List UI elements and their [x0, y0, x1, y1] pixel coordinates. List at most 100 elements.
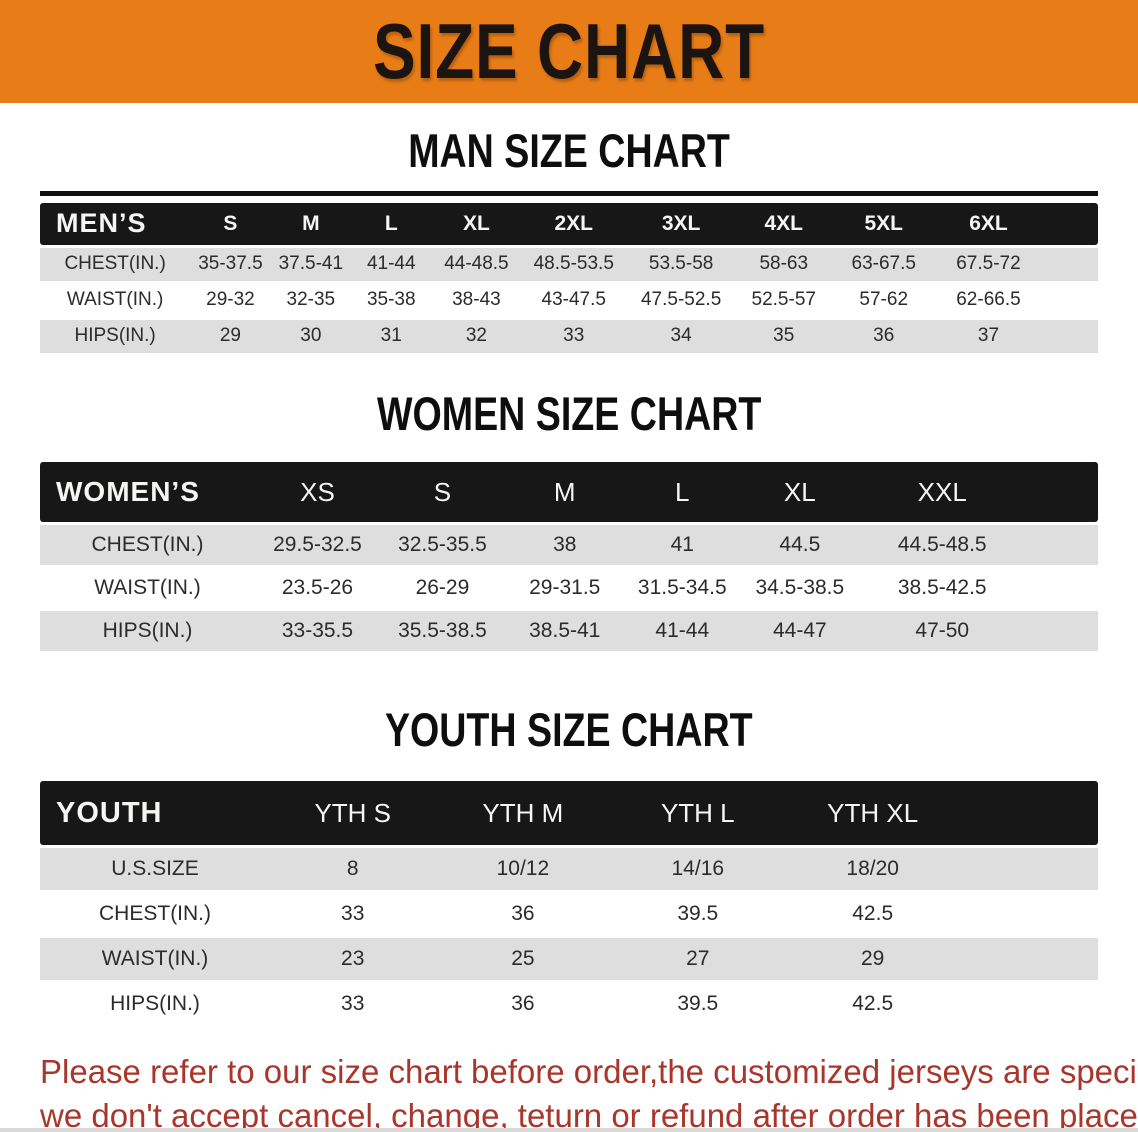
column-header: 2XL — [521, 202, 627, 245]
youth-size-table: YOUTH YTH S YTH M YTH L YTH XL U.S.SIZE 8 10/12… — [40, 778, 1098, 1028]
measurement-cell: 14/16 — [610, 848, 786, 891]
measurement-cell: 35-37.5 — [190, 247, 271, 281]
measurement-cell: 39.5 — [610, 893, 786, 936]
measurement-cell: 37 — [936, 319, 1041, 353]
column-header: S — [379, 462, 505, 523]
column-header: 4XL — [736, 202, 832, 245]
measurement-cell: 47-50 — [859, 611, 1025, 652]
table-row: HIPS(IN.) 29 30 31 32 33 34 35 36 37 — [40, 319, 1098, 353]
women-table: WOMEN’S XS S M L XL XXL CHEST(IN.) 29.5-32.5 32.5… — [40, 459, 1098, 654]
column-header: 3XL — [626, 202, 737, 245]
men-table-top-rule — [40, 190, 1098, 196]
table-row: WAIST(IN.) 23.5-26 26-29 29-31.5 31.5-34.5 34… — [40, 568, 1098, 609]
women-size-table: WOMEN’S XS S M L XL XXL CHEST(IN.) 29.5-32.5 32.5… — [40, 459, 1098, 654]
row-label: WAIST(IN.) — [40, 568, 255, 609]
women-size-table-wrap: WOMEN’S XS S M L XL XXL CHEST(IN.) 29.5-32.5 32.5… — [40, 459, 1098, 654]
row-label: HIPS(IN.) — [40, 611, 255, 652]
row-label: CHEST(IN.) — [40, 893, 271, 936]
header-filler-cell — [1040, 202, 1098, 245]
column-header: XL — [740, 462, 860, 523]
column-header: XL — [431, 202, 522, 245]
row-label: WAIST(IN.) — [40, 938, 271, 981]
row-label: HIPS(IN.) — [40, 319, 191, 353]
row-filler-cell — [1040, 319, 1098, 353]
measurement-cell: 30 — [270, 319, 352, 353]
measurement-cell: 43-47.5 — [521, 283, 627, 317]
measurement-cell: 26-29 — [379, 568, 505, 609]
row-label: CHEST(IN.) — [40, 247, 191, 281]
measurement-cell: 38.5-42.5 — [859, 568, 1025, 609]
measurement-cell: 29.5-32.5 — [254, 525, 380, 566]
disclaimer-line-1: Please refer to our size chart before or… — [40, 1053, 1138, 1091]
column-header: YTH L — [610, 781, 786, 846]
measurement-cell: 42.5 — [785, 983, 961, 1026]
header-row: WOMEN’S XS S M L XL XXL — [40, 462, 1098, 523]
section-men: MAN SIZE CHART MEN’S S M L XL 2XL 3XL 4XL 5XL 6XL… — [0, 125, 1138, 356]
measurement-cell: 23.5-26 — [254, 568, 380, 609]
measurement-cell: 38-43 — [431, 283, 522, 317]
measurement-cell: 33-35.5 — [254, 611, 380, 652]
measurement-cell: 35-38 — [351, 283, 432, 317]
measurement-cell: 31 — [351, 319, 432, 353]
measurement-cell: 25 — [435, 938, 611, 981]
row-filler-cell — [960, 938, 1098, 981]
row-label: U.S.SIZE — [40, 848, 271, 891]
measurement-cell: 34.5-38.5 — [740, 568, 860, 609]
column-header: M — [504, 462, 625, 523]
row-label: HIPS(IN.) — [40, 983, 271, 1026]
measurement-cell: 44-48.5 — [431, 247, 522, 281]
measurement-cell: 31.5-34.5 — [624, 568, 740, 609]
column-header: S — [190, 202, 271, 245]
header-row: MEN’S S M L XL 2XL 3XL 4XL 5XL 6XL — [40, 202, 1098, 245]
measurement-cell: 38.5-41 — [504, 611, 625, 652]
column-header: L — [624, 462, 740, 523]
row-filler-cell — [960, 893, 1098, 936]
measurement-cell: 44.5 — [740, 525, 860, 566]
measurement-cell: 32-35 — [270, 283, 352, 317]
image-bottom-edge — [0, 1128, 1138, 1132]
table-title-cell: WOMEN’S — [40, 462, 255, 523]
table-row: WAIST(IN.) 29-32 32-35 35-38 38-43 43-47.5 47.… — [40, 283, 1098, 317]
measurement-cell: 41-44 — [351, 247, 432, 281]
measurement-cell: 52.5-57 — [736, 283, 832, 317]
measurement-cell: 38 — [504, 525, 625, 566]
men-section-heading-text: MAN SIZE CHART — [408, 124, 730, 177]
measurement-cell: 36 — [831, 319, 937, 353]
measurement-cell: 53.5-58 — [626, 247, 737, 281]
table-row: CHEST(IN.) 35-37.5 37.5-41 41-44 44-48.5 48.5… — [40, 247, 1098, 281]
measurement-cell: 39.5 — [610, 983, 786, 1026]
measurement-cell: 58-63 — [736, 247, 832, 281]
table-row: HIPS(IN.) 33 36 39.5 42.5 — [40, 983, 1098, 1026]
measurement-cell: 48.5-53.5 — [521, 247, 627, 281]
banner-title: SIZE CHART — [373, 7, 765, 95]
row-label: CHEST(IN.) — [40, 525, 255, 566]
column-header: XXL — [859, 462, 1025, 523]
measurement-cell: 29 — [785, 938, 961, 981]
table-row: CHEST(IN.) 33 36 39.5 42.5 — [40, 893, 1098, 936]
men-size-table-wrap: MEN’S S M L XL 2XL 3XL 4XL 5XL 6XL CHEST(IN.) 35-37… — [40, 190, 1098, 356]
measurement-cell: 41 — [624, 525, 740, 566]
measurement-cell: 34 — [626, 319, 737, 353]
measurement-cell: 37.5-41 — [270, 247, 352, 281]
column-header: L — [351, 202, 432, 245]
measurement-cell: 32 — [431, 319, 522, 353]
measurement-cell: 35 — [736, 319, 832, 353]
measurement-cell: 41-44 — [624, 611, 740, 652]
youth-table: YOUTH YTH S YTH M YTH L YTH XL U.S.SIZE 8 10/12… — [40, 778, 1098, 1028]
row-filler-cell — [1024, 568, 1098, 609]
measurement-cell: 36 — [435, 983, 611, 1026]
measurement-cell: 33 — [521, 319, 627, 353]
disclaimer-note: Please refer to our size chart before or… — [40, 1050, 1138, 1132]
table-row: HIPS(IN.) 33-35.5 35.5-38.5 38.5-41 41-44 44-… — [40, 611, 1098, 652]
measurement-cell: 29-32 — [190, 283, 271, 317]
men-table: MEN’S S M L XL 2XL 3XL 4XL 5XL 6XL CHEST(IN.) 35-37… — [40, 200, 1098, 356]
header-filler-cell — [960, 781, 1098, 846]
section-youth: YOUTH SIZE CHART YOUTH YTH S YTH M YTH L YTH… — [0, 704, 1138, 1028]
measurement-cell: 10/12 — [435, 848, 611, 891]
women-section-heading: WOMEN SIZE CHART — [0, 387, 1138, 440]
column-header: YTH XL — [785, 781, 961, 846]
measurement-cell: 44.5-48.5 — [859, 525, 1025, 566]
row-filler-cell — [1024, 611, 1098, 652]
measurement-cell: 62-66.5 — [936, 283, 1041, 317]
